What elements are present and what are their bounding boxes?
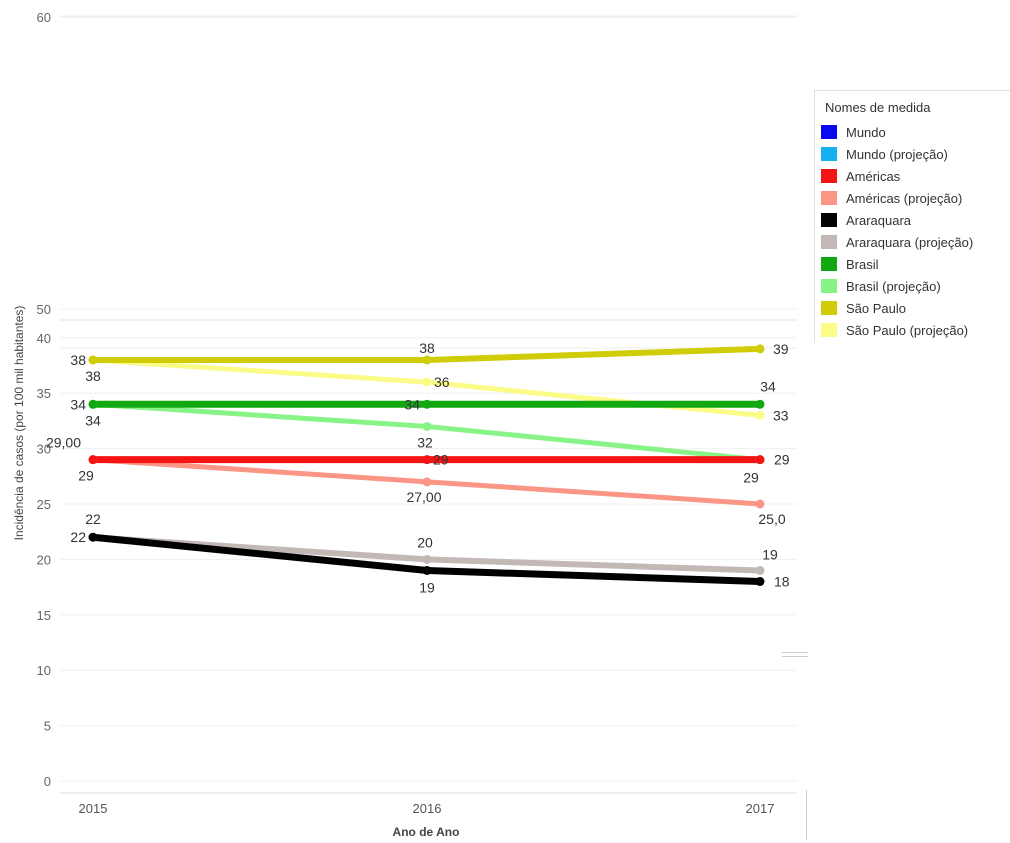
data-label: 27,00 bbox=[406, 489, 441, 505]
data-label: 38 bbox=[85, 368, 101, 384]
data-point bbox=[755, 499, 765, 509]
data-label: 25,0 bbox=[758, 511, 785, 527]
legend-label: Mundo (projeção) bbox=[846, 146, 948, 162]
y-tick-label: 50 bbox=[37, 302, 51, 317]
y-tick-label: 15 bbox=[37, 608, 51, 623]
data-point bbox=[422, 565, 432, 575]
legend-swatch bbox=[821, 191, 837, 205]
legend-swatch bbox=[821, 169, 837, 183]
legend-swatch bbox=[821, 323, 837, 337]
legend-title: Nomes de medida bbox=[825, 100, 931, 115]
legend-swatch bbox=[821, 213, 837, 227]
legend-label: Brasil (projeção) bbox=[846, 278, 941, 294]
data-label: 34 bbox=[85, 412, 101, 428]
data-label: 19 bbox=[762, 546, 778, 562]
data-label: 20 bbox=[417, 534, 433, 550]
data-point bbox=[88, 355, 98, 365]
y-tick-label: 0 bbox=[44, 774, 51, 789]
data-point bbox=[422, 355, 432, 365]
data-label: 34 bbox=[70, 396, 86, 412]
data-label: 33 bbox=[773, 407, 789, 423]
data-label: 32 bbox=[417, 434, 433, 450]
x-tick-label: 2017 bbox=[746, 801, 775, 816]
data-label: 38 bbox=[70, 352, 86, 368]
x-tick-label: 2015 bbox=[79, 801, 108, 816]
legend-label: Américas bbox=[846, 168, 901, 184]
data-point bbox=[88, 455, 98, 465]
y-tick-label: 40 bbox=[37, 331, 51, 346]
legend-label: Brasil bbox=[846, 256, 879, 272]
scroll-handle[interactable] bbox=[782, 652, 808, 657]
legend-label: Araraquara (projeção) bbox=[846, 234, 974, 250]
legend-swatch bbox=[821, 147, 837, 161]
data-point bbox=[422, 377, 432, 387]
data-point bbox=[755, 577, 765, 587]
legend-swatch bbox=[821, 279, 837, 293]
legend-item[interactable]: São Paulo (projeção) bbox=[821, 320, 968, 340]
divider bbox=[806, 790, 807, 840]
legend-item[interactable]: Américas (projeção) bbox=[821, 188, 962, 208]
y-tick-label: 35 bbox=[37, 386, 51, 401]
y-tick-label: 10 bbox=[37, 663, 51, 678]
x-tick-label: 2016 bbox=[413, 801, 442, 816]
legend-item[interactable]: São Paulo bbox=[821, 298, 906, 318]
data-label: 29 bbox=[433, 452, 449, 468]
legend-item[interactable]: Américas bbox=[821, 166, 900, 186]
legend-item[interactable]: Mundo (projeção) bbox=[821, 144, 948, 164]
y-tick-label: 5 bbox=[44, 719, 51, 734]
data-label: 34 bbox=[404, 396, 420, 412]
data-label: 38 bbox=[419, 340, 435, 356]
series-line-brasil-proje-o- bbox=[90, 401, 763, 463]
data-point bbox=[755, 565, 765, 575]
data-label: 22 bbox=[70, 529, 86, 545]
data-label: 29,00 bbox=[46, 435, 81, 451]
data-point bbox=[755, 455, 765, 465]
data-point bbox=[422, 421, 432, 431]
data-point bbox=[422, 477, 432, 487]
data-point bbox=[422, 455, 432, 465]
legend-swatch bbox=[821, 301, 837, 315]
y-tick-label: 60 bbox=[37, 10, 51, 25]
data-label: 29 bbox=[78, 468, 94, 484]
legend-swatch bbox=[821, 257, 837, 271]
legend-item[interactable]: Mundo bbox=[821, 122, 886, 142]
data-point bbox=[88, 532, 98, 542]
legend-label: São Paulo bbox=[846, 300, 906, 316]
data-label: 19 bbox=[419, 579, 435, 595]
data-point bbox=[88, 399, 98, 409]
data-point bbox=[422, 399, 432, 409]
legend-swatch bbox=[821, 125, 837, 139]
data-label: 18 bbox=[774, 574, 790, 590]
data-point bbox=[422, 554, 432, 564]
data-point bbox=[755, 399, 765, 409]
legend: Nomes de medida Mundo Mundo (projeção) Amé… bbox=[814, 90, 1010, 343]
x-axis-title: Ano de Ano bbox=[393, 825, 460, 839]
data-label: 39 bbox=[773, 341, 789, 357]
y-axis-title: Incidência de casos (por 100 mil habitan… bbox=[12, 306, 26, 541]
legend-label: Américas (projeção) bbox=[846, 190, 963, 206]
data-label: 22 bbox=[85, 511, 101, 527]
data-label: 29 bbox=[743, 470, 759, 486]
legend-item[interactable]: Brasil (projeção) bbox=[821, 276, 941, 296]
data-label: 36 bbox=[434, 374, 450, 390]
legend-label: Araraquara bbox=[846, 212, 912, 228]
y-tick-label: 20 bbox=[37, 552, 51, 567]
data-point bbox=[755, 410, 765, 420]
data-label: 34 bbox=[760, 378, 776, 394]
data-point bbox=[755, 344, 765, 354]
legend-item[interactable]: Brasil bbox=[821, 254, 879, 274]
legend-swatch bbox=[821, 235, 837, 249]
data-label: 29 bbox=[774, 452, 790, 468]
legend-label: Mundo bbox=[846, 124, 886, 140]
y-tick-label: 30 bbox=[37, 442, 51, 457]
legend-label: São Paulo (projeção) bbox=[846, 322, 969, 338]
y-tick-label: 25 bbox=[37, 497, 51, 512]
legend-item[interactable]: Araraquara bbox=[821, 210, 911, 230]
legend-item[interactable]: Araraquara (projeção) bbox=[821, 232, 973, 252]
